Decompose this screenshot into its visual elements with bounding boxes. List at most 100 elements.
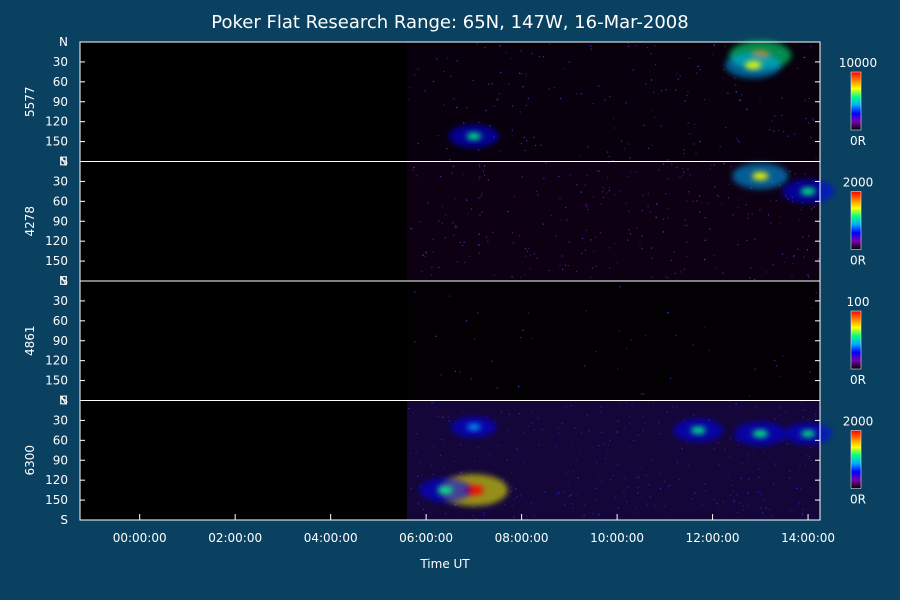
- noise-pixel: [815, 157, 817, 159]
- noise-pixel: [460, 471, 462, 473]
- y-tick-label: N: [59, 155, 68, 169]
- noise-pixel: [511, 490, 513, 493]
- noise-pixel: [781, 439, 783, 441]
- noise-pixel: [683, 419, 685, 421]
- y-tick-label: N: [59, 274, 68, 288]
- noise-pixel: [649, 211, 651, 213]
- noise-pixel: [628, 143, 630, 145]
- noise-pixel: [523, 462, 525, 464]
- noise-pixel: [624, 427, 626, 429]
- noise-pixel: [593, 250, 595, 252]
- noise-pixel: [713, 448, 715, 450]
- noise-pixel: [741, 94, 743, 96]
- noise-pixel: [669, 484, 671, 487]
- noise-pixel: [598, 476, 600, 478]
- noise-pixel: [617, 507, 619, 509]
- noise-pixel: [499, 150, 501, 152]
- noise-pixel: [612, 160, 614, 162]
- noise-pixel: [684, 100, 686, 102]
- panel-5577: N 30 60 90 120 150 S 5577 10000 0R: [23, 35, 877, 169]
- noise-pixel: [627, 176, 630, 178]
- noise-pixel: [718, 464, 720, 466]
- noise-pixel: [687, 122, 689, 124]
- noise-pixel: [576, 493, 578, 495]
- noise-pixel: [513, 516, 515, 518]
- noise-pixel: [587, 209, 589, 211]
- noise-pixel: [479, 214, 481, 216]
- noise-pixel: [716, 502, 718, 504]
- noise-pixel: [750, 267, 752, 269]
- noise-pixel: [629, 157, 631, 159]
- panel-label-4861: 4861: [23, 325, 37, 356]
- noise-pixel: [703, 98, 705, 101]
- noise-pixel: [709, 228, 711, 230]
- noise-pixel: [603, 444, 605, 446]
- noise-pixel: [745, 204, 747, 206]
- noise-pixel: [519, 495, 521, 497]
- noise-pixel: [771, 120, 773, 122]
- noise-pixel: [662, 163, 665, 165]
- panel-background: [80, 161, 820, 281]
- noise-pixel: [436, 58, 438, 60]
- noise-pixel: [485, 236, 488, 238]
- noise-pixel: [727, 197, 729, 199]
- noise-pixel: [739, 502, 742, 504]
- noise-pixel: [804, 100, 806, 102]
- noise-pixel: [687, 464, 689, 466]
- noise-pixel: [737, 511, 739, 514]
- noise-pixel: [617, 464, 619, 466]
- panel-background: [80, 281, 820, 401]
- noise-pixel: [586, 174, 588, 176]
- noise-pixel: [759, 209, 761, 211]
- y-tick-label: 30: [53, 55, 68, 69]
- noise-pixel: [805, 117, 807, 120]
- noise-pixel: [667, 208, 669, 210]
- noise-pixel: [652, 402, 655, 404]
- noise-pixel: [512, 105, 514, 107]
- noise-pixel: [605, 497, 607, 499]
- noise-pixel: [513, 516, 515, 518]
- noise-pixel: [666, 411, 668, 413]
- noise-pixel: [431, 400, 433, 403]
- noise-pixel: [572, 471, 574, 473]
- noise-pixel: [772, 483, 774, 485]
- noise-pixel: [471, 506, 474, 508]
- noise-pixel: [432, 80, 435, 83]
- noise-pixel: [433, 401, 435, 403]
- noise-pixel: [683, 171, 685, 173]
- noise-pixel: [704, 326, 706, 328]
- noise-pixel: [686, 94, 688, 97]
- panel-label-4278: 4278: [23, 206, 37, 237]
- noise-pixel: [809, 371, 811, 373]
- noise-pixel: [659, 472, 661, 474]
- noise-pixel: [600, 431, 602, 433]
- noise-pixel: [603, 188, 605, 190]
- noise-pixel: [718, 509, 720, 511]
- noise-pixel: [648, 484, 650, 486]
- panel-6300: N 30 60 90 120 150 S 6300 2000 0R: [23, 394, 873, 528]
- noise-pixel: [524, 255, 527, 257]
- noise-pixel: [472, 80, 474, 82]
- noise-pixel: [588, 430, 590, 432]
- noise-pixel: [508, 430, 510, 432]
- noise-pixel: [613, 127, 615, 129]
- noise-pixel: [686, 241, 688, 243]
- noise-pixel: [479, 166, 481, 168]
- noise-pixel: [746, 453, 748, 456]
- noise-pixel: [663, 218, 665, 220]
- noise-pixel: [571, 503, 573, 505]
- noise-pixel: [643, 393, 645, 395]
- y-tick-label: S: [60, 513, 68, 527]
- noise-pixel: [637, 487, 639, 489]
- noise-pixel: [713, 164, 715, 166]
- noise-pixel: [441, 205, 443, 208]
- noise-pixel: [533, 136, 535, 138]
- emission-core: [467, 423, 481, 431]
- noise-pixel: [780, 222, 782, 224]
- noise-pixel: [686, 441, 688, 443]
- noise-pixel: [728, 455, 730, 458]
- noise-pixel: [413, 166, 415, 168]
- noise-pixel: [540, 144, 542, 146]
- noise-pixel: [789, 509, 792, 511]
